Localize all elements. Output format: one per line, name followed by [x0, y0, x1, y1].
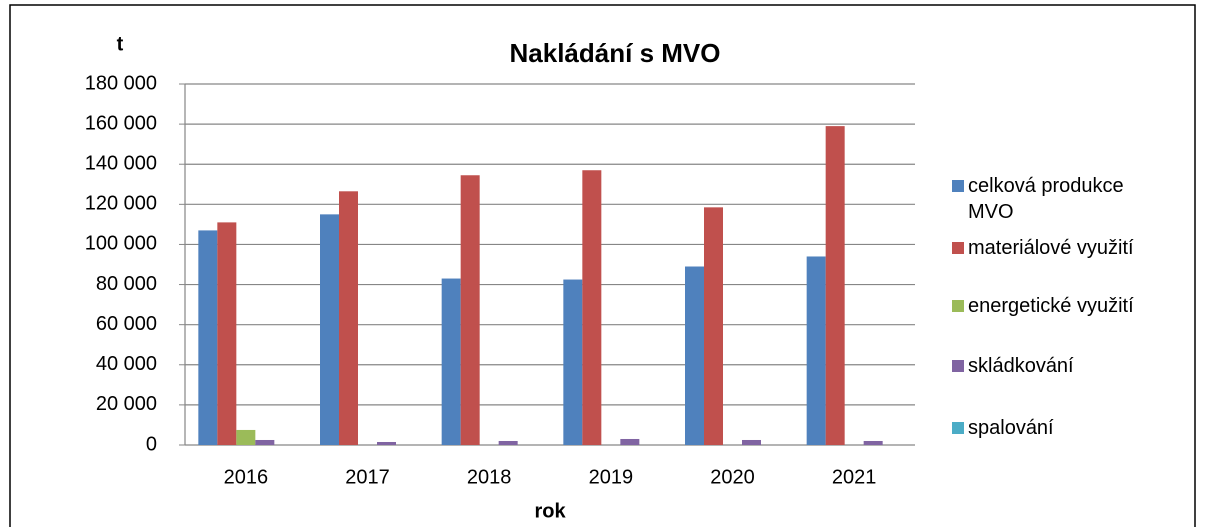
- bar: [320, 214, 339, 445]
- bar: [563, 279, 583, 445]
- y-tick-label: 120 000: [85, 193, 157, 215]
- bar: [255, 439, 275, 445]
- y-tick-label: 60 000: [96, 313, 157, 335]
- legend-swatch: [952, 360, 964, 372]
- y-tick-label: 140 000: [85, 153, 157, 175]
- y-tick-label: 80 000: [96, 273, 157, 295]
- bar: [198, 230, 218, 445]
- bar: [377, 441, 396, 445]
- bar: [806, 256, 826, 445]
- y-axis-label: t: [117, 33, 124, 55]
- y-tick-label: 180 000: [85, 72, 157, 94]
- x-axis-label: rok: [534, 500, 566, 522]
- bar: [441, 278, 461, 445]
- legend-label: spalování: [968, 417, 1054, 439]
- bar: [498, 440, 518, 445]
- bar: [236, 429, 256, 445]
- x-tick-label: 2016: [224, 466, 269, 488]
- y-tick-label: 40 000: [96, 353, 157, 375]
- bar: [582, 170, 602, 445]
- legend-label: celková produkce MVO: [968, 175, 1124, 223]
- y-tick-label: 100 000: [85, 233, 157, 255]
- chart-title: Nakládání s MVO: [510, 38, 721, 68]
- x-tick-label: 2018: [467, 466, 512, 488]
- bar: [217, 222, 237, 445]
- x-tick-label: 2017: [345, 466, 390, 488]
- bar: [460, 175, 480, 445]
- legend-swatch: [952, 242, 964, 254]
- bar: [825, 126, 845, 445]
- bar: [620, 438, 640, 445]
- y-tick-label: 20 000: [96, 393, 157, 415]
- bar: [863, 440, 883, 445]
- legend-label: skládkování: [968, 355, 1074, 377]
- legend-swatch: [952, 300, 964, 312]
- legend-swatch: [952, 180, 964, 192]
- legend-swatch: [952, 422, 964, 434]
- y-tick-label: 160 000: [85, 112, 157, 134]
- bar: [685, 266, 704, 445]
- y-tick-label: 0: [146, 433, 157, 455]
- legend-label: energetické využití: [968, 295, 1134, 317]
- bar: [704, 207, 723, 445]
- bar: [742, 439, 761, 445]
- bar: [339, 191, 358, 445]
- x-tick-label: 2019: [589, 466, 634, 488]
- legend-label: materiálové využití: [968, 237, 1134, 259]
- x-tick-label: 2020: [710, 466, 755, 488]
- x-tick-label: 2021: [832, 466, 877, 488]
- chart-border: [9, 4, 1196, 527]
